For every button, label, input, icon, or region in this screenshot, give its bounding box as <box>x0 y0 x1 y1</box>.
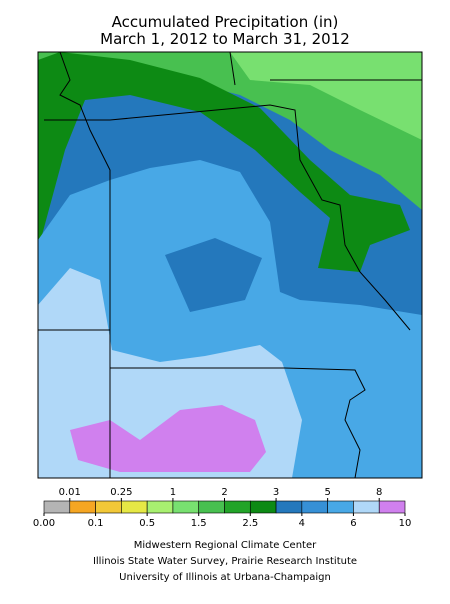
legend-swatch <box>43 500 71 514</box>
legend-label: 0.1 <box>88 518 104 529</box>
legend-label: 10 <box>399 518 412 529</box>
legend: 0.00 0.01 0.1 0.25 0.5 1 1.5 2 2.5 3 4 5 6 8 10 <box>33 487 412 529</box>
legend-swatch <box>224 500 251 514</box>
state-borders <box>38 52 422 478</box>
region <box>165 238 262 312</box>
legend-label: 3 <box>273 487 279 498</box>
legend-swatch <box>249 500 277 514</box>
legend-label: 4 <box>299 518 305 529</box>
legend-label: 6 <box>350 518 356 529</box>
legend-label: 8 <box>376 487 382 498</box>
legend-swatch <box>121 500 148 514</box>
legend-label: 1.5 <box>191 518 207 529</box>
footer-line: Midwestern Regional Climate Center <box>134 540 317 551</box>
legend-label: 0.25 <box>110 487 132 498</box>
legend-swatch <box>378 500 406 514</box>
legend-label: 0.5 <box>139 518 155 529</box>
legend-swatch <box>353 500 380 514</box>
title-line: Accumulated Precipitation (in) <box>112 13 339 31</box>
legend-swatch <box>198 500 225 514</box>
legend-label: 2.5 <box>242 518 258 529</box>
legend-label: 0.00 <box>33 518 55 529</box>
legend-swatch <box>172 500 200 514</box>
region <box>230 52 422 140</box>
footer-line: University of Illinois at Urbana-Champai… <box>119 572 331 583</box>
legend-label: 2 <box>221 487 227 498</box>
region <box>70 405 266 472</box>
map <box>37 51 423 479</box>
legend-swatch <box>95 500 122 514</box>
legend-swatch <box>327 500 354 514</box>
legend-swatch <box>301 500 328 514</box>
legend-label: 1 <box>170 487 176 498</box>
map-frame <box>37 51 423 479</box>
region <box>38 52 410 272</box>
legend-swatch <box>69 500 96 514</box>
legend-swatch <box>275 500 303 514</box>
title-line: March 1, 2012 to March 31, 2012 <box>100 30 350 48</box>
legend-swatch <box>146 500 174 514</box>
footer-line: Illinois State Water Survey, Prairie Res… <box>93 556 357 567</box>
legend-label: 5 <box>324 487 330 498</box>
legend-label: 0.01 <box>59 487 81 498</box>
